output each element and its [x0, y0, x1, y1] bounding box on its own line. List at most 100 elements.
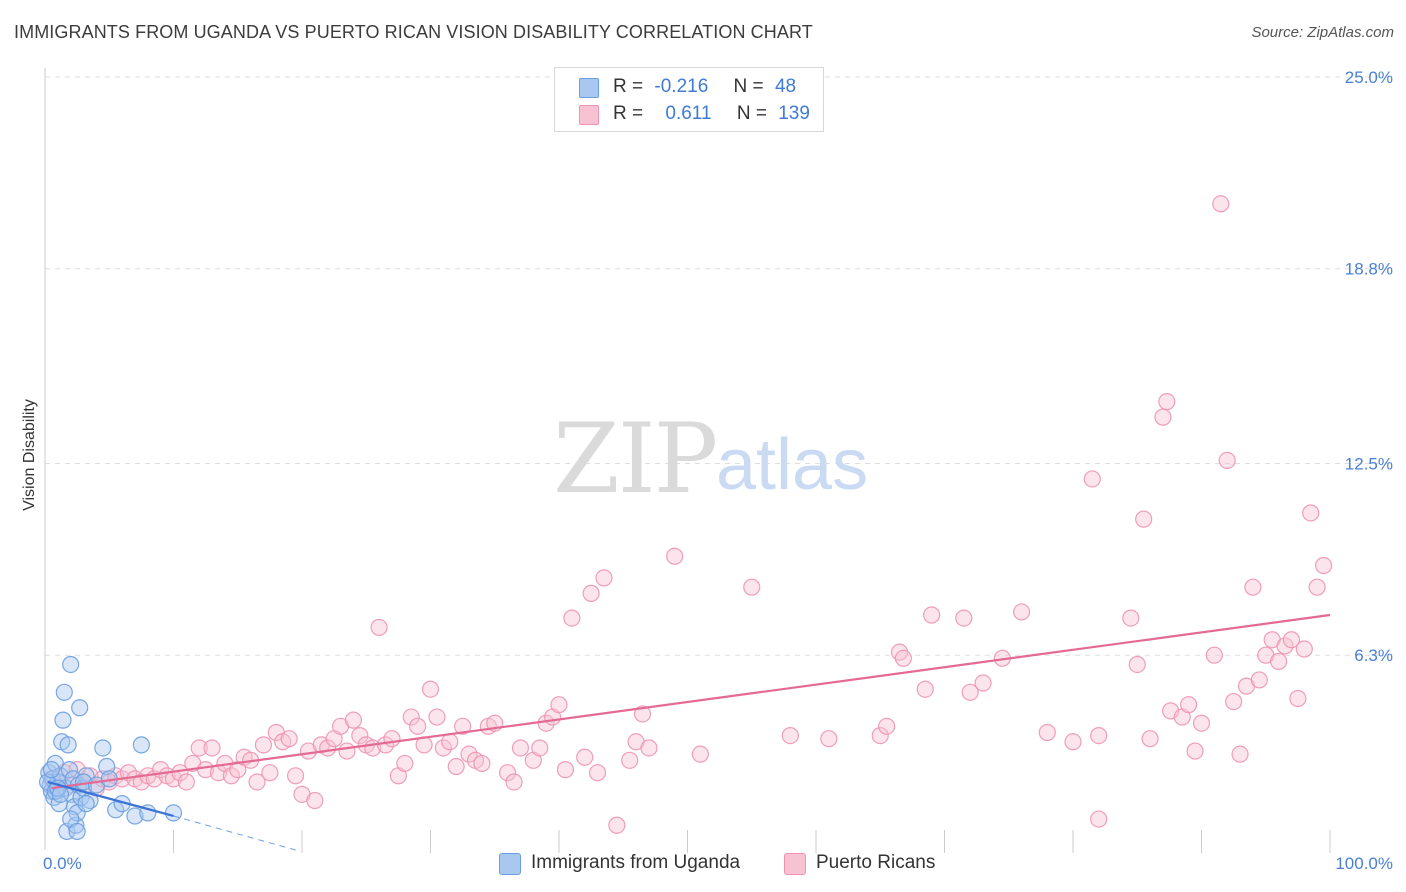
legend-r-value-uganda: -0.216 — [654, 76, 709, 97]
puerto-ricans-point — [1212, 195, 1230, 213]
puerto-ricans-point — [396, 754, 414, 773]
puerto-ricans-point — [203, 739, 221, 757]
uganda-point — [55, 683, 73, 701]
puerto-ricans-point — [595, 569, 613, 587]
watermark-zip: ZIP — [553, 403, 716, 515]
puerto-ricans-point — [1141, 730, 1159, 748]
puerto-ricans-point — [1295, 640, 1313, 658]
puerto-ricans-point — [1269, 652, 1288, 670]
watermark-atlas: atlas — [716, 425, 868, 505]
source-credit: Source: ZipAtlas.com — [1251, 24, 1394, 41]
puerto-ricans-point — [1308, 578, 1326, 596]
puerto-ricans-point — [1186, 742, 1204, 760]
legend-n-value-uganda: 48 — [774, 76, 797, 97]
puerto-ricans-point — [248, 773, 266, 791]
puerto-ricans-point — [454, 717, 472, 735]
x-axis-tick-labels: 0.0% 100.0% — [43, 854, 1393, 873]
x-axis-ticks — [173, 830, 1331, 853]
puerto-ricans-point — [1180, 696, 1198, 714]
puerto-ricans-point — [588, 764, 607, 782]
puerto-ricans-point — [421, 680, 440, 698]
y-tick-label: 25.0% — [1345, 68, 1393, 87]
uganda-point — [94, 739, 112, 757]
puerto-ricans-point — [633, 705, 652, 723]
y-axis-tick-labels: 6.3% 12.5% 18.8% 25.0% — [1345, 68, 1393, 665]
puerto-ricans-swatch — [579, 105, 599, 125]
puerto-ricans-point — [1122, 609, 1140, 627]
puerto-ricans-point — [1314, 556, 1333, 575]
puerto-ricans-point — [1064, 733, 1082, 751]
puerto-ricans-point — [923, 606, 941, 624]
puerto-ricans-point — [974, 674, 992, 692]
puerto-ricans-point — [820, 730, 838, 748]
puerto-ricans-point — [1083, 470, 1101, 488]
bottom-puerto-ricans-swatch — [784, 853, 806, 875]
puerto-ricans-point — [261, 764, 279, 782]
puerto-ricans-point — [743, 578, 761, 596]
y-tick-label: 12.5% — [1345, 455, 1393, 474]
puerto-ricans-point — [1276, 637, 1294, 655]
puerto-ricans-point — [351, 726, 369, 745]
y-tick-label: 6.3% — [1354, 646, 1393, 665]
puerto-ricans-point — [781, 726, 799, 745]
puerto-ricans-point — [441, 733, 459, 751]
puerto-ricans-point — [621, 751, 639, 769]
puerto-ricans-point — [370, 618, 388, 636]
watermark: ZIP atlas — [553, 403, 868, 515]
uganda-point — [132, 736, 150, 754]
puerto-ricans-point — [280, 730, 298, 748]
uganda-point — [59, 736, 77, 754]
bottom-puerto-ricans-label: Puerto Ricans — [816, 852, 936, 873]
puerto-ricans-point — [582, 584, 600, 602]
puerto-ricans-point — [344, 711, 362, 729]
uganda-point — [62, 655, 80, 674]
gridlines — [44, 68, 1392, 850]
puerto-ricans-point — [878, 717, 896, 735]
puerto-ricans-point — [197, 761, 215, 779]
puerto-ricans-point — [666, 547, 684, 565]
puerto-ricans-point — [563, 609, 581, 627]
puerto-ricans-point — [1218, 451, 1236, 470]
puerto-ricans-point — [1154, 408, 1172, 426]
trend-lines — [47, 613, 1331, 851]
uganda-point — [42, 761, 61, 779]
puerto-ricans-point — [550, 696, 568, 714]
puerto-ricans-point — [1205, 646, 1223, 664]
puerto-ricans-point — [1231, 745, 1249, 763]
uganda-point — [60, 761, 79, 779]
puerto-ricans-point — [306, 791, 324, 810]
puerto-ricans-point — [1038, 723, 1056, 742]
puerto-ricans-point — [1090, 726, 1108, 745]
uganda-point — [68, 822, 86, 841]
y-tick-label: 18.8% — [1345, 260, 1393, 279]
puerto-ricans-point — [640, 739, 658, 757]
chart-title: IMMIGRANTS FROM UGANDA VS PUERTO RICAN V… — [14, 22, 813, 42]
uganda-swatch — [579, 78, 599, 98]
legend-n-label-puerto-ricans: N = — [736, 103, 767, 124]
puerto-ricans-point — [1282, 631, 1301, 649]
bottom-uganda-swatch — [499, 853, 521, 875]
puerto-ricans-point — [428, 708, 446, 726]
uganda-point — [71, 699, 89, 717]
puerto-ricans-point — [691, 745, 709, 763]
legend-n-label-uganda: N = — [733, 76, 764, 97]
puerto-ricans-point — [473, 754, 491, 773]
legend-r-value-puerto-ricans: 0.611 — [665, 103, 712, 124]
puerto-ricans-point — [499, 764, 517, 782]
uganda-point — [77, 795, 95, 813]
puerto-ricans-point — [434, 739, 452, 757]
puerto-ricans-point — [132, 773, 150, 791]
puerto-ricans-point — [1012, 603, 1031, 621]
puerto-ricans-point — [576, 748, 594, 766]
x-tick-label-min: 0.0% — [43, 854, 82, 873]
puerto-ricans-point — [505, 773, 523, 791]
uganda-points — [38, 655, 183, 841]
puerto-ricans-point — [254, 736, 273, 754]
puerto-ricans-point — [1090, 810, 1108, 828]
uganda-point — [126, 807, 144, 825]
puerto-ricans-point — [409, 717, 427, 735]
uganda-point — [54, 711, 72, 729]
puerto-ricans-point — [402, 708, 420, 726]
legend-r-label-puerto-ricans: R = — [613, 103, 644, 124]
puerto-ricans-point — [916, 680, 934, 698]
